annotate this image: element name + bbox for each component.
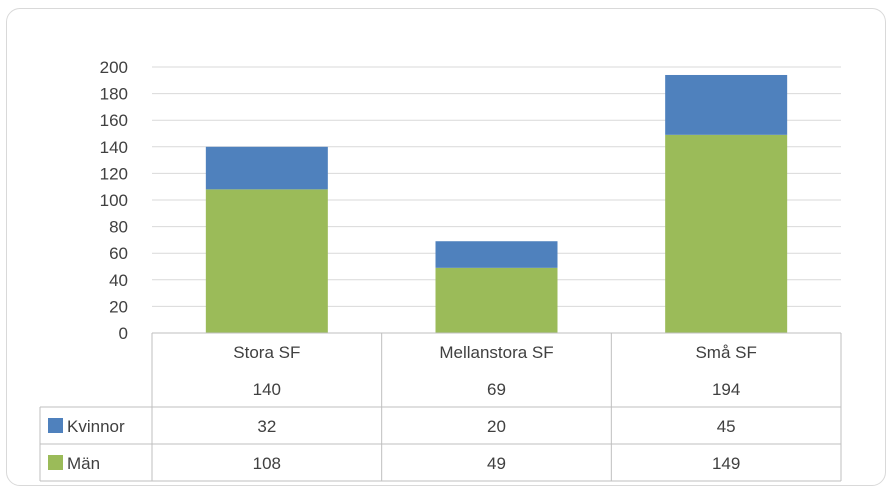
y-axis: 0 20 40 60 80 100 120 140 160 180 200 <box>100 58 128 343</box>
category-label: Mellanstora SF <box>439 343 553 362</box>
y-tick-label: 140 <box>100 138 128 157</box>
legend-label: Män <box>67 454 100 473</box>
total-value: 69 <box>487 380 506 399</box>
y-tick-label: 20 <box>109 297 128 316</box>
bar-segment <box>205 146 328 190</box>
data-table-value: 149 <box>712 454 740 473</box>
bar-segment <box>205 189 328 333</box>
data-table-value: 49 <box>487 454 506 473</box>
y-tick-label: 60 <box>109 244 128 263</box>
y-tick-label: 120 <box>100 164 128 183</box>
y-tick-label: 0 <box>119 324 128 343</box>
bars <box>205 74 788 333</box>
bar-segment <box>665 134 788 333</box>
data-table-value: 45 <box>717 417 736 436</box>
y-tick-label: 200 <box>100 58 128 77</box>
total-value: 140 <box>253 380 281 399</box>
total-value: 194 <box>712 380 740 399</box>
data-table: Stora SF 140 Mellanstora SF 69 Små SF 194 Kvin… <box>39 332 842 482</box>
y-tick-label: 80 <box>109 218 128 237</box>
bar-segment <box>665 74 788 135</box>
y-tick-label: 160 <box>100 111 128 130</box>
data-table-value: 32 <box>257 417 276 436</box>
data-table-value: 108 <box>253 454 281 473</box>
bar-segment <box>435 267 558 333</box>
category-label: Små SF <box>695 343 756 362</box>
data-table-value: 20 <box>487 417 506 436</box>
y-tick-label: 40 <box>109 271 128 290</box>
legend-swatch <box>48 418 63 433</box>
legend-label: Kvinnor <box>67 417 125 436</box>
bar-segment <box>435 241 558 268</box>
y-tick-label: 180 <box>100 85 128 104</box>
y-tick-label: 100 <box>100 191 128 210</box>
legend-swatch <box>48 455 63 470</box>
category-label: Stora SF <box>233 343 300 362</box>
